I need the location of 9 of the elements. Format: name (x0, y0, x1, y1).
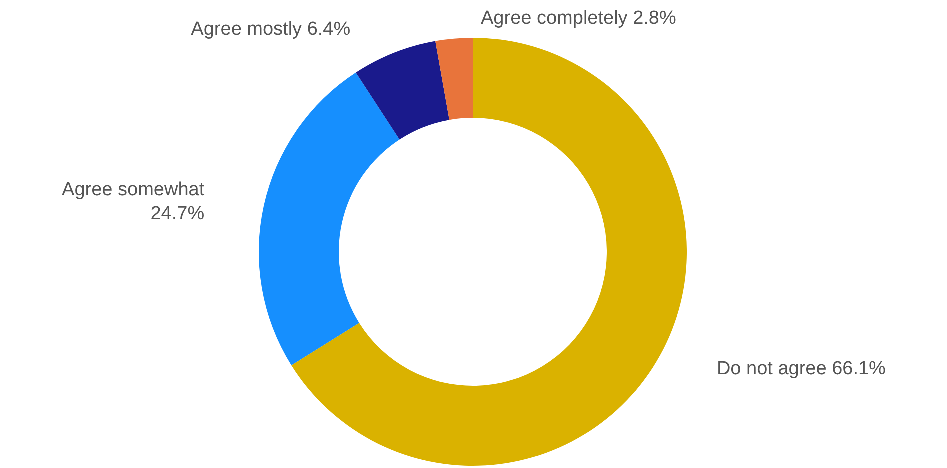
slice-label: Do not agree 66.1% (716, 358, 886, 380)
donut-slice (356, 41, 450, 140)
slice-label: Agree somewhat (62, 179, 206, 200)
slice-label: Agree mostly 6.4% (191, 18, 351, 40)
slice-label: Agree completely 2.8% (481, 8, 676, 29)
data-label: 24.7% (150, 203, 205, 224)
donut-slice (292, 38, 687, 466)
donut-slice (436, 38, 473, 120)
donut-slice (259, 72, 400, 366)
